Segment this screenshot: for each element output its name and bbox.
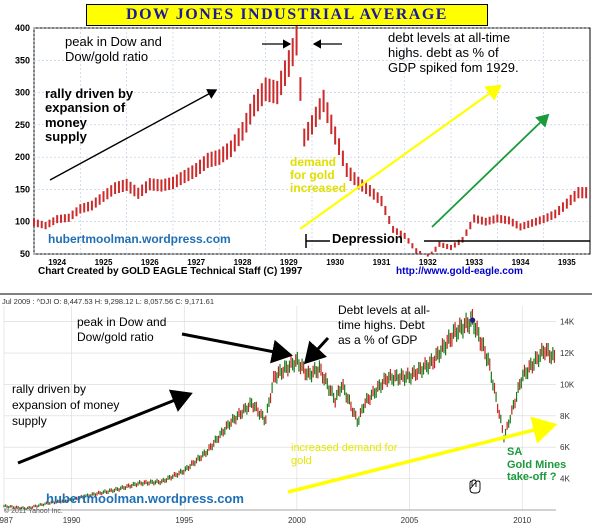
top-annotation-peak: peak in Dow and Dow/gold ratio <box>65 34 162 64</box>
bottom-y-tick-label: 12K <box>560 349 575 358</box>
bottom-annotation-sa: SA Gold Mines take-off ? <box>507 446 567 484</box>
bottom-y-tick-label: 6K <box>560 443 570 452</box>
bottom-watermark: hubertmoolman.wordpress.com <box>46 491 244 506</box>
bottom-chart-copyright: © 2011 Yahoo! Inc. <box>4 508 63 515</box>
bottom-x-tick-label: 2000 <box>288 516 306 525</box>
top-x-tick-label: 1924 <box>48 258 66 267</box>
bottom-debt-arrow <box>303 336 330 365</box>
top-x-tick-label: 1926 <box>141 258 159 267</box>
top-y-tick-label: 150 <box>15 184 30 194</box>
bottom-y-tick-label: 14K <box>560 318 575 327</box>
bottom-x-tick-label: 2005 <box>401 516 419 525</box>
bottom-x-tick-label: 1987 <box>0 516 13 525</box>
top-annotation-rally: rally driven by expansion of money suppl… <box>45 86 134 144</box>
top-annotation-depression: Depression <box>332 231 403 246</box>
bottom-x-tick-label: 2010 <box>513 516 531 525</box>
bottom-annotation-debt: Debt levels at all- time highs. Debt as … <box>338 303 431 347</box>
top-y-tick-label: 50 <box>20 249 30 259</box>
top-x-tick-label: 1925 <box>95 258 113 267</box>
top-y-tick-label: 250 <box>15 120 30 130</box>
top-chart: 50 100 150 200 250 300 350 400 1924 1925 1926 1927 1… <box>15 23 591 267</box>
top-y-tick-label: 350 <box>15 55 30 65</box>
bottom-rally-arrow <box>17 389 193 465</box>
top-chart-title: DOW JONES INDUSTRIAL AVERAGE <box>126 6 448 23</box>
top-green-arrow <box>431 113 550 228</box>
bottom-chart: 4K 6K 8K 10K 12K 14K 1987 1990 1995 2000 2005 2010 <box>0 292 592 530</box>
top-y-tick-label: 300 <box>15 88 30 98</box>
bottom-annotation-peak: peak in Dow and Dow/gold ratio <box>77 315 167 344</box>
top-gold-demand-arrow <box>299 84 502 230</box>
top-watermark: hubertmoolman.wordpress.com <box>48 232 231 246</box>
bottom-annotation-gold: increased demand for gold <box>291 442 398 468</box>
top-x-tick-label: 1933 <box>465 258 483 267</box>
top-y-tick-label: 400 <box>15 23 30 33</box>
top-chart-url[interactable]: http://www.gold-eagle.com <box>396 266 523 277</box>
bottom-x-tick-label: 1995 <box>175 516 193 525</box>
bottom-y-tick-label: 10K <box>560 380 575 389</box>
top-x-tick-label: 1927 <box>187 258 205 267</box>
hand-cursor-icon <box>469 479 481 494</box>
bottom-chart-header: Jul 2009 : ^DJI O: 8,447.53 H: 9,298.12 … <box>2 297 214 306</box>
top-y-tick-label: 100 <box>15 217 30 227</box>
bottom-peak-arrow <box>181 332 293 364</box>
bottom-x-tick-label: 1990 <box>63 516 81 525</box>
hand-cursor-shape <box>469 479 481 494</box>
bottom-y-tick-label: 8K <box>560 412 570 421</box>
top-annotation-debt: debt levels at all-time highs. debt as %… <box>388 30 519 75</box>
top-y-tick-label: 200 <box>15 152 30 162</box>
top-chart-credit: Chart Created by GOLD EAGLE Technical St… <box>38 266 303 277</box>
top-x-tick-label: 1930 <box>326 258 344 267</box>
top-x-tick-label: 1929 <box>280 258 298 267</box>
top-annotation-gold: demand for gold increased <box>290 155 347 196</box>
top-x-tick-label: 1928 <box>234 258 252 267</box>
top-chart-title-box: DOW JONES INDUSTRIAL AVERAGE <box>86 4 488 26</box>
bottom-y-tick-label: 4K <box>560 475 570 484</box>
bottom-gold-demand-arrow <box>287 416 558 494</box>
top-rally-arrow <box>49 89 218 181</box>
top-x-tick-label: 1932 <box>419 258 437 267</box>
top-x-tick-label: 1931 <box>373 258 391 267</box>
bottom-annotation-rally: rally driven by expansion of money suppl… <box>12 382 120 429</box>
bottom-peak-dot <box>470 317 476 323</box>
top-x-tick-label: 1935 <box>558 258 576 267</box>
top-x-tick-label: 1934 <box>512 258 530 267</box>
